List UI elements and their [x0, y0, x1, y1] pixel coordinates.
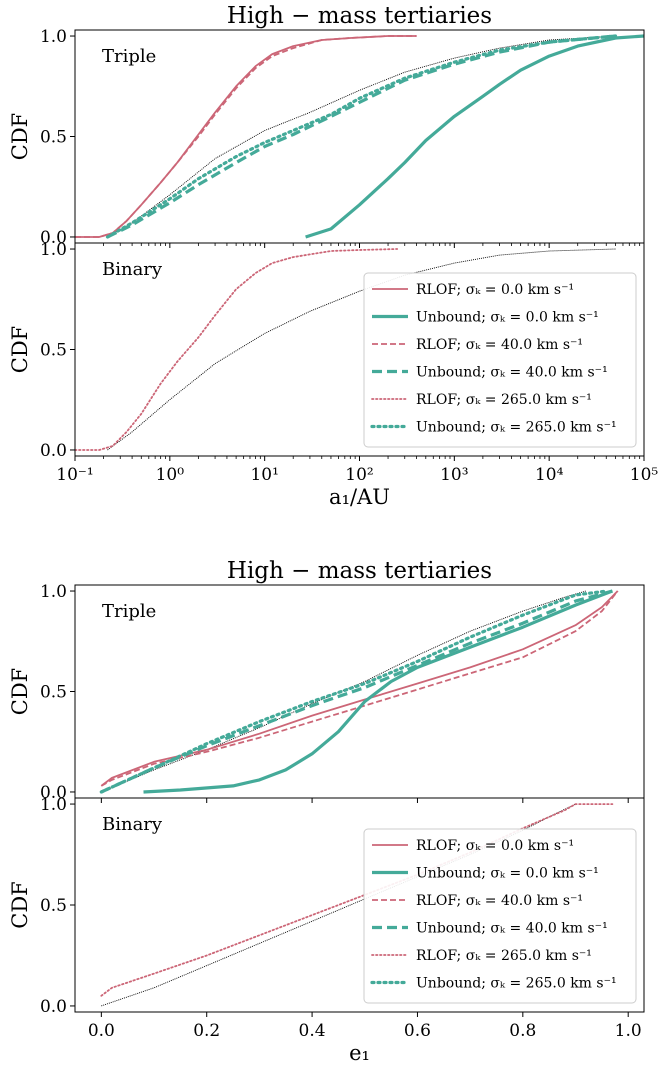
panel-binary: 0.0 0.5 1.0 CDF Binary 10⁻¹ 10⁰ 10¹ 10² 10³ 10⁴ 10⁵…	[8, 240, 658, 509]
y-tick-label: 0.5	[40, 896, 67, 916]
panel-binary: 0.0 0.5 1.0 CDF Binary 0.0 0.2 0.4 0.6 0.8 1.0 e₁ RL…	[8, 795, 645, 1065]
panel-label: Triple	[102, 46, 156, 67]
y-tick-label: 1.0	[40, 795, 67, 815]
series-group	[75, 34, 644, 239]
series-line-unbound-dotted	[99, 589, 609, 794]
series-line-rlof-dashed	[100, 590, 619, 787]
series-line-unbound-dashed	[106, 34, 616, 239]
legend-label: RLOF; σₖ = 265.0 km s⁻¹	[416, 948, 592, 964]
y-axis-label: CDF	[8, 668, 32, 715]
series-line-rlof-dotted	[100, 803, 614, 997]
legend-label: RLOF; σₖ = 40.0 km s⁻¹	[416, 893, 583, 909]
legend-label: Unbound; σₖ = 40.0 km s⁻¹	[416, 365, 608, 381]
y-tick-label: 0.0	[40, 441, 67, 461]
panel-triple: 0.0 0.5 1.0 CDF Triple	[8, 582, 645, 803]
legend-label: RLOF; σₖ = 0.0 km s⁻¹	[416, 282, 574, 298]
x-tick-label: 0.0	[88, 1021, 115, 1041]
series-line-rlof-dotted	[75, 248, 399, 451]
y-axis-label: CDF	[8, 326, 32, 373]
series-line-ref-solid	[101, 590, 587, 793]
chart-title: High − mass tertiaries	[227, 558, 492, 584]
x-tick-label: 10⁻¹	[56, 465, 93, 485]
legend-label: Unbound; σₖ = 265.0 km s⁻¹	[416, 976, 617, 992]
y-tick-label: 0.5	[40, 128, 67, 148]
legend-label: Unbound; σₖ = 265.0 km s⁻¹	[416, 420, 617, 436]
y-tick-label: 1.0	[40, 582, 67, 602]
y-tick-label: 0.0	[40, 783, 67, 803]
legend-box	[363, 828, 637, 1004]
legend-label: Unbound; σₖ = 0.0 km s⁻¹	[416, 310, 599, 326]
x-tick-label: 10⁴	[535, 465, 564, 485]
x-axis-label: a₁/AU	[329, 485, 390, 509]
x-tick-label: 10⁵	[630, 465, 658, 485]
legend-label: RLOF; σₖ = 40.0 km s⁻¹	[416, 337, 583, 353]
series-line-unbound-solid	[143, 589, 613, 794]
x-tick-label: 0.2	[193, 1021, 220, 1041]
legend-label: Unbound; σₖ = 0.0 km s⁻¹	[416, 866, 599, 882]
panel-label: Binary	[102, 259, 163, 280]
legend: RLOF; σₖ = 0.0 km s⁻¹ Unbound; σₖ = 0.0 k…	[363, 828, 637, 1004]
y-tick-label: 1.0	[40, 240, 67, 260]
y-axis-label: CDF	[8, 881, 32, 928]
legend-label: RLOF; σₖ = 265.0 km s⁻¹	[416, 392, 592, 408]
y-tick-label: 0.5	[40, 683, 67, 703]
series-line-rlof-dashed	[75, 35, 417, 238]
plot-frame	[74, 29, 645, 244]
y-tick-label: 0.5	[40, 341, 67, 361]
series-group	[75, 248, 616, 451]
series-group	[99, 589, 619, 794]
panel-label: Binary	[102, 814, 163, 835]
series-line-unbound-solid	[305, 34, 644, 239]
x-tick-label: 10²	[345, 465, 373, 485]
legend-label: RLOF; σₖ = 0.0 km s⁻¹	[416, 838, 574, 854]
x-tick-label: 0.4	[299, 1021, 326, 1041]
panel-triple: 0.0 0.5 1.0 CDF Triple	[8, 27, 645, 248]
x-tick-label: 10³	[440, 465, 468, 485]
series-line-ref-solid	[107, 35, 616, 238]
x-tick-label: 10¹	[250, 465, 278, 485]
x-tick-label: 0.8	[509, 1021, 536, 1041]
x-tick-label: 10⁰	[156, 465, 185, 485]
x-tick-label: 0.6	[404, 1021, 431, 1041]
legend-box	[363, 272, 637, 448]
y-tick-label: 0.0	[40, 997, 67, 1017]
x-tick-label: 1.0	[615, 1021, 642, 1041]
y-tick-label: 0.0	[40, 228, 67, 248]
y-tick-label: 1.0	[40, 27, 67, 47]
legend-label: Unbound; σₖ = 40.0 km s⁻¹	[416, 921, 608, 937]
x-axis-label: e₁	[349, 1041, 370, 1065]
panel-label: Triple	[102, 601, 156, 622]
legend: RLOF; σₖ = 0.0 km s⁻¹ Unbound; σₖ = 0.0 k…	[363, 272, 637, 448]
series-line-unbound-dotted	[105, 34, 618, 239]
y-axis-label: CDF	[8, 113, 32, 160]
chart-title: High − mass tertiaries	[227, 3, 492, 29]
